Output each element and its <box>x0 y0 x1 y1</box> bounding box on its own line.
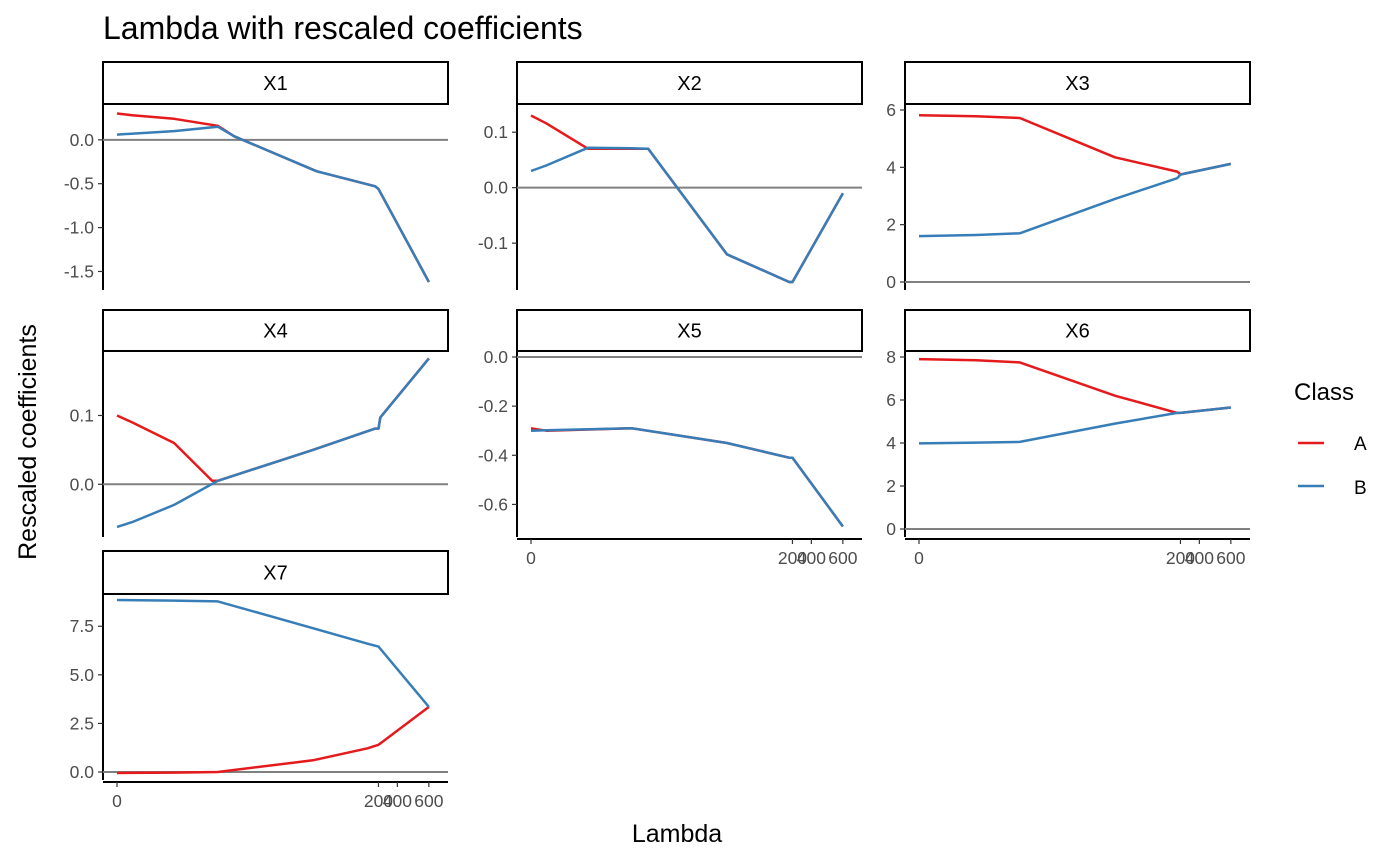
strip-x5 <box>516 309 863 352</box>
y-tick-label: 0.0 <box>70 762 95 782</box>
x-tick-label: 0 <box>914 548 924 568</box>
series-line-b <box>116 598 430 708</box>
y-tick-label: 0.0 <box>70 474 95 494</box>
series-line-b <box>530 427 844 528</box>
y-tick-label: -0.4 <box>478 445 508 465</box>
y-tick-label: 7.5 <box>70 616 94 636</box>
y-tick-label: 0 <box>886 272 896 292</box>
strip-x3 <box>904 61 1251 105</box>
legend: Class A B <box>1294 379 1367 499</box>
y-tick-label: 6 <box>886 100 896 120</box>
y-tick-label: 2 <box>886 215 896 235</box>
y-tick-label: 0 <box>886 519 896 539</box>
series-line-b <box>116 125 430 283</box>
legend-label-a: A <box>1354 434 1367 455</box>
y-tick-label: 6 <box>886 390 896 410</box>
y-tick-label: -1.5 <box>64 261 94 281</box>
strip-x7 <box>102 550 449 595</box>
series-line-a <box>918 113 1232 176</box>
chart-title: Lambda with rescaled coefficients <box>103 10 583 46</box>
strip-label: X6 <box>1065 321 1089 343</box>
x-tick-label: 400 <box>383 791 412 811</box>
y-tick-label: 0.0 <box>70 130 95 150</box>
facet-x2: X2 0.1 0.0 -0.1 <box>478 61 863 290</box>
x-tick-label: 200 <box>778 548 807 568</box>
y-tick-label: 0.0 <box>484 347 509 367</box>
y-tick-label: -0.2 <box>478 396 508 416</box>
facet-x1: X1 0.0 -0.5 -1.0 -1.5 <box>64 61 449 290</box>
x-tick-label: 0 <box>112 791 122 811</box>
legend-label-b: B <box>1354 478 1367 499</box>
y-tick-label: 4 <box>886 433 896 453</box>
x-tick-label: 600 <box>1216 548 1245 568</box>
series-line-a <box>116 705 430 775</box>
strip-x1 <box>102 61 449 105</box>
y-tick-label: 8 <box>886 347 896 367</box>
series-line-b <box>530 146 844 284</box>
series-line-b <box>116 357 430 529</box>
y-tick-label: -0.1 <box>478 233 508 253</box>
x-tick-label: 600 <box>828 548 857 568</box>
x-tick-label: 200 <box>1166 548 1195 568</box>
y-axis-title: Rescaled coefficients <box>14 324 42 560</box>
x-axis-title: Lambda <box>632 820 722 848</box>
strip-label: X1 <box>263 73 287 95</box>
y-tick-label: -0.5 <box>64 174 94 194</box>
y-tick-label: 0.0 <box>484 178 509 198</box>
y-tick-label: 5.0 <box>70 665 95 685</box>
facet-panels: X1 0.0 -0.5 -1.0 -1.5 X2 0.1 0.0 -0.1 X3 6 4 2 0 X4 0.1… <box>64 61 1251 811</box>
y-tick-label: 2 <box>886 476 896 496</box>
facet-x4: X4 0.1 0.0 <box>70 309 449 537</box>
legend-title: Class <box>1294 379 1354 406</box>
x-tick-label: 0 <box>526 548 536 568</box>
y-tick-label: 0.1 <box>484 122 508 142</box>
facet-x3: X3 6 4 2 0 <box>886 61 1251 292</box>
x-tick-label: 600 <box>414 791 443 811</box>
strip-label: X7 <box>263 563 287 585</box>
strip-label: X3 <box>1065 73 1089 95</box>
y-tick-label: 0.1 <box>70 405 94 425</box>
series-line-b <box>918 406 1231 445</box>
x-tick-label: 400 <box>797 548 826 568</box>
x-tick-label: 400 <box>1185 548 1214 568</box>
y-tick-label: -1.0 <box>64 218 94 238</box>
strip-label: X4 <box>263 321 287 343</box>
y-tick-label: 4 <box>886 157 896 177</box>
y-tick-label: 2.5 <box>70 713 94 733</box>
strip-label: X5 <box>677 321 701 343</box>
series-line-a <box>918 357 1231 415</box>
strip-label: X2 <box>677 73 701 95</box>
y-tick-label: -0.6 <box>478 494 508 514</box>
strip-x2 <box>516 61 863 105</box>
x-tick-label: 200 <box>364 791 393 811</box>
series-line-a <box>530 427 844 528</box>
series-line-b <box>918 162 1232 238</box>
strip-x4 <box>102 309 449 352</box>
strip-x6 <box>904 309 1251 352</box>
